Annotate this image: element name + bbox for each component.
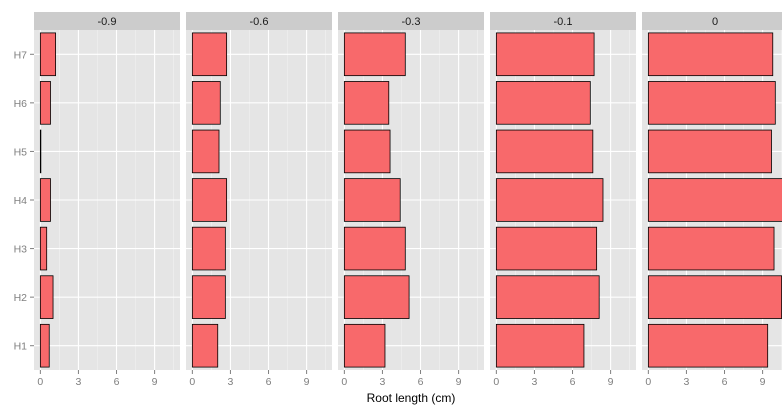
bar <box>495 81 591 125</box>
y-tick-label: H3 <box>14 244 28 256</box>
x-tick-label: 6 <box>266 376 272 388</box>
x-tick-label: 6 <box>722 376 728 388</box>
y-tick-label: H7 <box>14 49 28 61</box>
bar <box>647 275 782 319</box>
x-tick-label: 3 <box>532 376 538 388</box>
y-tick-label: H1 <box>14 341 28 353</box>
facet-strip-label: -0.3 <box>402 16 421 28</box>
bar <box>191 323 219 368</box>
y-tick-label: H4 <box>14 195 28 207</box>
y-tick-label: H6 <box>14 98 28 110</box>
bar <box>343 275 410 319</box>
x-tick-label: 3 <box>228 376 234 388</box>
facet-panel: -0.6 0 3 6 9 <box>186 12 332 388</box>
bar <box>647 32 774 77</box>
bar <box>191 178 228 222</box>
bar <box>495 275 600 319</box>
bar <box>39 32 56 77</box>
facet-panel: 0 0 3 6 9 <box>642 12 782 388</box>
bar <box>191 32 228 77</box>
y-tick-label: H2 <box>14 292 28 304</box>
x-tick-label: 0 <box>493 376 499 388</box>
bar <box>39 275 54 319</box>
bar <box>191 226 226 271</box>
bar <box>191 275 226 319</box>
bar <box>343 32 406 77</box>
facet-strip <box>186 12 332 30</box>
facet-panel: -0.3 0 3 6 9 <box>338 12 484 388</box>
bar <box>39 178 51 222</box>
facet-strip-label: -0.9 <box>98 16 117 28</box>
bar <box>343 129 391 174</box>
bar <box>495 32 595 77</box>
facet-panel: -0.1 0 3 6 9 <box>490 12 636 388</box>
x-tick-label: 9 <box>152 376 158 388</box>
x-tick-label: 3 <box>684 376 690 388</box>
bar <box>39 129 42 174</box>
x-tick-label: 9 <box>456 376 462 388</box>
y-tick-label: H5 <box>14 146 28 158</box>
bar <box>39 81 51 125</box>
facet-panel: -0.9 0 3 6 9 <box>34 12 180 388</box>
x-tick-label: 6 <box>570 376 576 388</box>
x-tick-label: 3 <box>380 376 386 388</box>
bar <box>647 81 776 125</box>
x-tick-label: 0 <box>645 376 651 388</box>
bar <box>647 178 782 222</box>
bar <box>495 129 594 174</box>
x-tick-label: 3 <box>76 376 82 388</box>
x-tick-label: 6 <box>418 376 424 388</box>
x-tick-label: 6 <box>114 376 120 388</box>
bar <box>495 178 604 222</box>
facet-strip <box>490 12 636 30</box>
facet-strip <box>338 12 484 30</box>
bar <box>495 226 598 271</box>
facet-strip-label: 0 <box>712 16 718 28</box>
bar <box>39 323 50 368</box>
bar <box>647 226 775 271</box>
facet-strip-label: -0.6 <box>250 16 269 28</box>
x-tick-label: 9 <box>608 376 614 388</box>
x-tick-label: 0 <box>189 376 195 388</box>
x-axis-title: Root length (cm) <box>367 391 456 405</box>
facet-strip-label: -0.1 <box>554 16 573 28</box>
bar <box>647 323 769 368</box>
x-tick-label: 0 <box>341 376 347 388</box>
bar <box>343 81 390 125</box>
bar <box>343 226 406 271</box>
x-tick-label: 0 <box>37 376 43 388</box>
bar <box>647 129 772 174</box>
x-tick-label: 9 <box>760 376 766 388</box>
facet-strip <box>642 12 782 30</box>
bar <box>191 81 221 125</box>
bar <box>191 129 220 174</box>
x-tick-label: 9 <box>304 376 310 388</box>
bar <box>39 226 48 271</box>
facet-strip <box>34 12 180 30</box>
bar <box>343 178 401 222</box>
bar <box>343 323 386 368</box>
bar <box>495 323 585 368</box>
